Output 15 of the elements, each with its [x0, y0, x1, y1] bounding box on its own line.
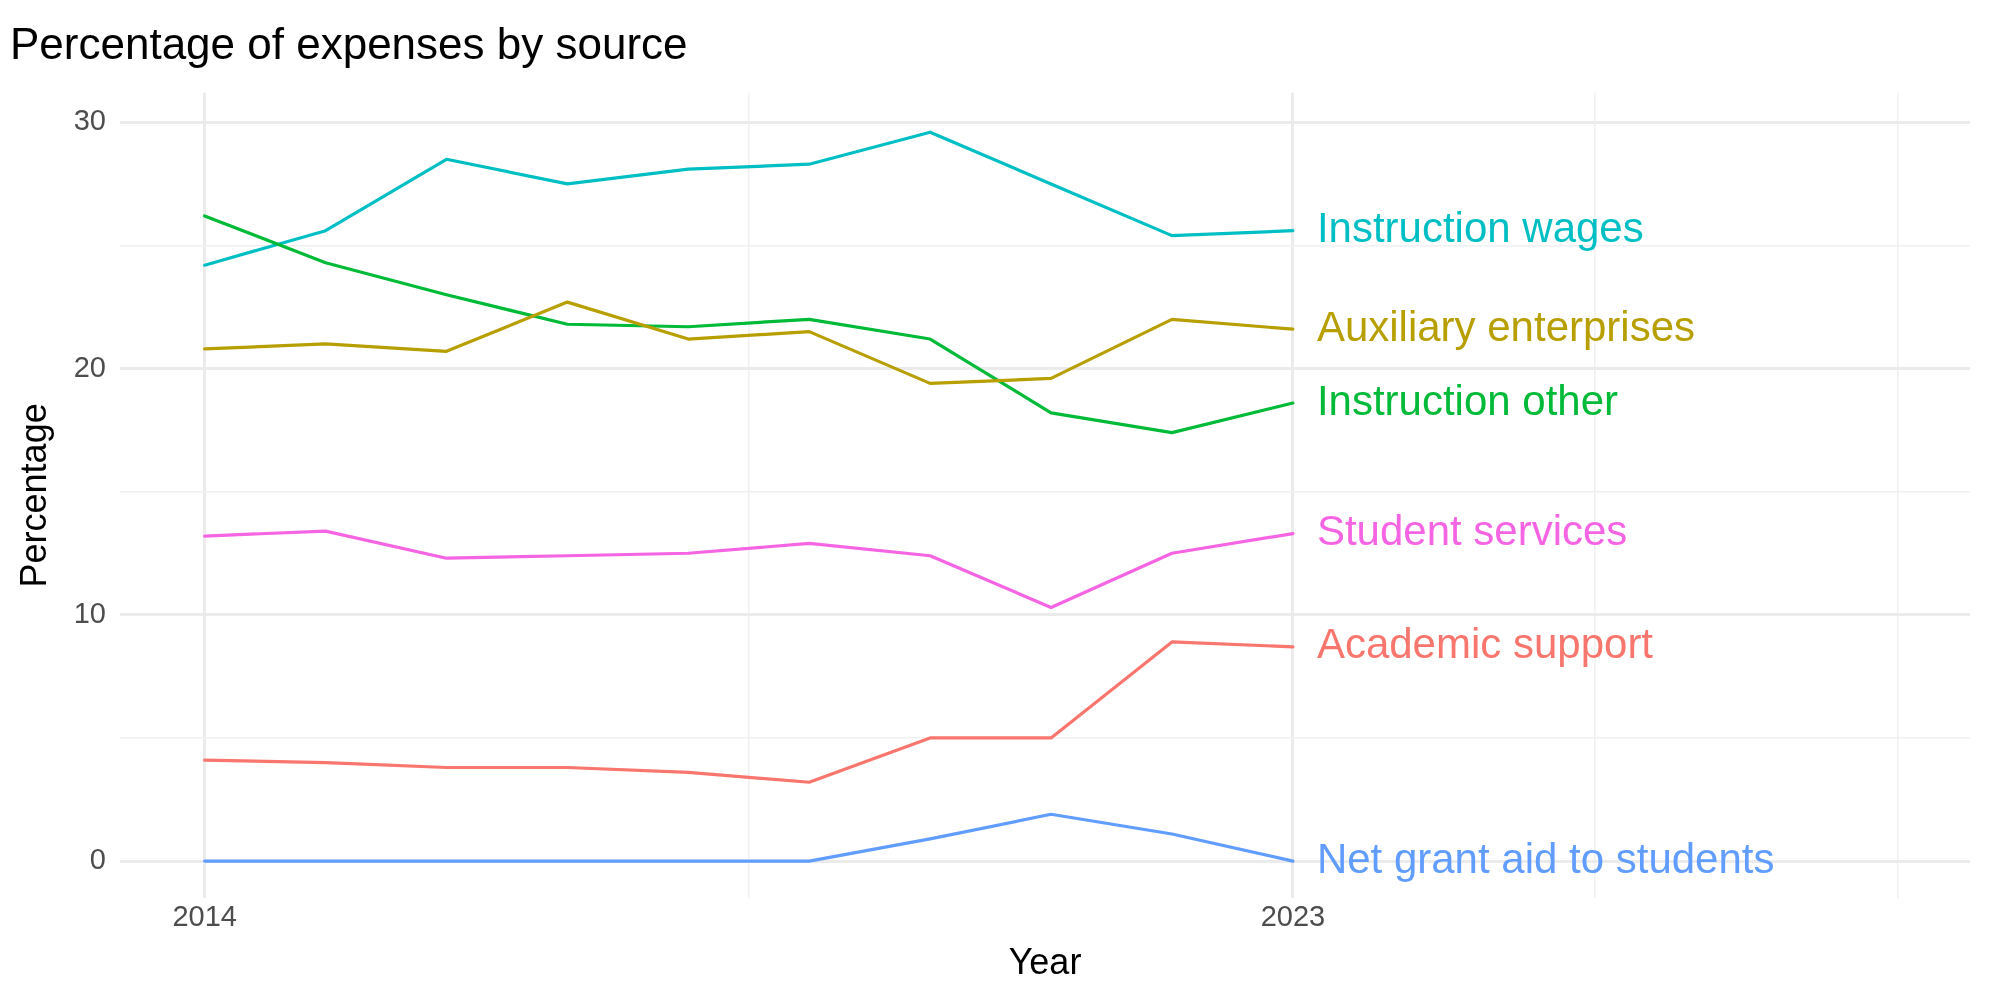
series-label: Instruction wages: [1316, 204, 1644, 252]
x-axis-title: Year: [1008, 941, 1082, 983]
series-label: Student services: [1316, 507, 1628, 555]
x-tick-label: 2023: [1260, 900, 1326, 933]
x-tick-label: 2014: [172, 900, 237, 933]
y-tick-label: 0: [89, 843, 106, 876]
chart-title: Percentage of expenses by source: [10, 18, 688, 68]
y-axis-title: Percentage: [12, 403, 54, 588]
series-label: Instruction other: [1316, 376, 1619, 424]
series-label: Academic support: [1316, 620, 1654, 668]
series-label: Net grant aid to students: [1316, 834, 1775, 882]
y-tick-label: 30: [73, 104, 106, 137]
y-tick-label: 20: [73, 350, 106, 383]
y-tick-label: 10: [73, 596, 106, 629]
series-label: Auxiliary enterprises: [1316, 302, 1696, 350]
